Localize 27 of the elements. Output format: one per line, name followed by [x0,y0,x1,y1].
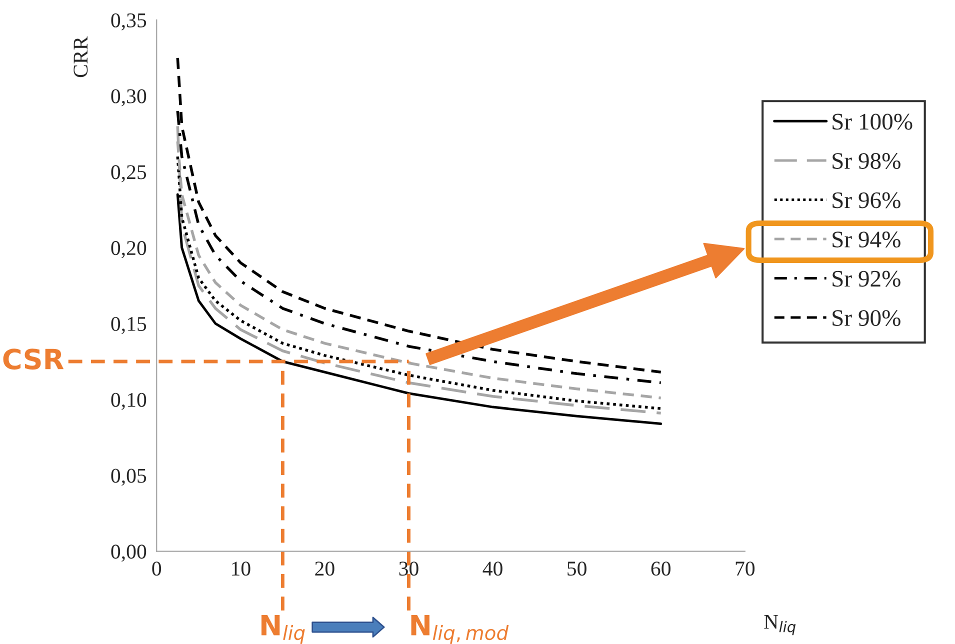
y-tick-label: 0,00 [111,544,146,562]
legend-label: Sr 94% [832,232,900,248]
x-axis-title: N$_{liq}$ [764,615,796,636]
y-axis-title: CRR [74,36,88,78]
legend-label: Sr 98% [832,153,900,170]
ref-line-label: N$_{liq,mod}$ [411,615,509,644]
x-tick-label: 30 [399,562,418,576]
x-tick-label: 0 [152,562,162,576]
legend-label: Sr 92% [832,270,900,287]
x-tick-label: 50 [568,562,586,576]
x-tick-label: 10 [232,562,250,576]
ref-line-label: CSR [3,348,64,370]
x-tick-label: 40 [482,562,502,576]
x-tick-label: 60 [651,562,670,576]
x-tick-label: 20 [315,562,334,576]
legend-label: Sr 90% [832,310,900,326]
y-tick-label: 0,25 [111,165,146,182]
y-tick-label: 0,30 [111,89,146,106]
x-tick-label: 70 [736,562,755,576]
y-tick-label: 0,05 [111,468,146,486]
y-tick-label: 0,10 [111,392,146,410]
y-tick-label: 0,15 [111,316,146,334]
legend-label: Sr 96% [832,192,900,208]
y-tick-label: 0,20 [111,241,146,258]
legend-label: Sr 100% [832,114,912,130]
y-tick-label: 0,35 [111,13,146,30]
ref-line-label: N$_{liq}$ [261,615,305,644]
